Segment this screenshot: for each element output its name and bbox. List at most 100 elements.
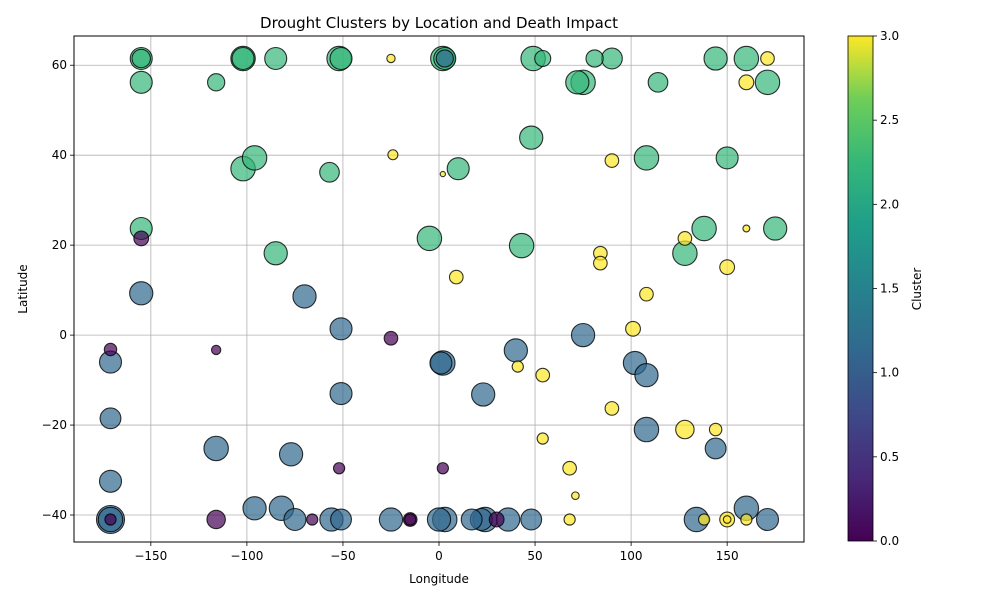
data-point: [283, 507, 307, 532]
data-point: [278, 442, 304, 467]
data-point: [242, 496, 267, 521]
data-point: [754, 69, 781, 96]
data-point: [387, 149, 399, 161]
data-point: [708, 422, 723, 437]
data-point: [647, 71, 669, 93]
data-point: [633, 145, 660, 171]
data-point: [677, 231, 693, 246]
data-point: [386, 53, 396, 64]
data-point: [99, 407, 122, 430]
y-tick-label: 40: [52, 148, 67, 162]
data-point: [563, 513, 576, 526]
data-point: [329, 46, 353, 71]
x-tick-label: 150: [716, 549, 739, 563]
data-point: [697, 513, 711, 526]
data-point: [439, 170, 446, 178]
x-tick-label: −50: [330, 549, 355, 563]
data-point: [207, 73, 226, 92]
y-tick-label: −20: [42, 418, 67, 432]
colorbar-tick-label: 0.0: [880, 534, 899, 548]
colorbar-tick-label: 0.5: [880, 450, 899, 464]
data-point: [508, 232, 535, 259]
data-point: [241, 145, 268, 171]
data-point: [378, 507, 404, 532]
colorbar-tick-label: 2.5: [880, 113, 899, 127]
data-point: [206, 509, 226, 530]
y-tick-label: 60: [52, 58, 67, 72]
data-point: [435, 49, 454, 68]
data-point: [625, 320, 641, 337]
data-point: [534, 49, 552, 68]
data-point: [738, 74, 755, 91]
data-point: [604, 153, 620, 168]
data-point: [760, 51, 775, 66]
data-point: [104, 513, 117, 526]
data-point: [446, 157, 470, 181]
data-point: [675, 419, 695, 440]
data-point: [203, 435, 229, 462]
data-point: [471, 382, 496, 407]
y-axis-label: Latitude: [16, 264, 30, 313]
data-point: [404, 513, 417, 526]
data-point: [330, 508, 352, 531]
data-point: [383, 330, 399, 346]
chart-title: Drought Clusters by Location and Death I…: [260, 14, 618, 32]
colorbar-tick-label: 1.5: [880, 282, 899, 296]
data-point: [600, 47, 623, 70]
colorbar-gradient: [847, 35, 874, 542]
data-point: [332, 462, 346, 475]
data-point: [719, 259, 736, 276]
colorbar-ticks: 0.0 0.5 1.0 1.5 2.0 2.5 3.0: [873, 29, 899, 548]
x-axis: −150 −100 −50 0 50 100 150: [134, 542, 739, 563]
data-point: [722, 515, 732, 524]
data-point: [565, 70, 590, 95]
data-point: [535, 367, 551, 383]
data-point: [703, 46, 728, 71]
y-axis: −40 −20 0 20 40 60: [42, 58, 74, 522]
data-point: [263, 241, 288, 266]
data-point: [416, 225, 443, 252]
points-layer: [95, 45, 788, 535]
data-point: [691, 215, 717, 242]
x-tick-label: 100: [620, 549, 643, 563]
data-point: [503, 338, 528, 363]
data-point: [740, 513, 753, 526]
data-point: [329, 382, 353, 406]
data-point: [210, 344, 222, 356]
data-point: [429, 351, 453, 375]
data-point: [264, 46, 288, 71]
data-point: [426, 507, 452, 532]
data-point: [133, 230, 150, 247]
data-point: [604, 401, 620, 416]
colorbar-tick-label: 1.0: [880, 366, 899, 380]
data-point: [460, 508, 483, 531]
data-point: [755, 507, 780, 532]
data-point: [763, 216, 788, 241]
data-point: [585, 49, 604, 68]
x-tick-label: −100: [230, 549, 263, 563]
data-point: [704, 437, 727, 460]
data-point: [520, 508, 543, 531]
x-tick-label: 50: [527, 549, 542, 563]
data-point: [593, 255, 608, 271]
data-point: [231, 46, 255, 71]
data-point: [292, 284, 317, 309]
data-point: [715, 146, 739, 170]
data-point: [634, 362, 659, 388]
x-tick-label: 0: [435, 549, 443, 563]
y-tick-label: 20: [52, 238, 67, 252]
data-point: [131, 48, 151, 69]
x-tick-label: −150: [134, 549, 167, 563]
x-axis-label: Longitude: [409, 572, 469, 586]
data-point: [633, 416, 660, 443]
colorbar-label: Cluster: [910, 268, 924, 311]
data-point: [329, 317, 353, 341]
data-point: [436, 462, 449, 475]
colorbar-tick-label: 2.0: [880, 197, 899, 211]
data-point: [319, 161, 340, 183]
data-point: [103, 342, 118, 357]
data-point: [742, 224, 751, 233]
data-point: [519, 125, 544, 150]
data-point: [571, 491, 580, 501]
